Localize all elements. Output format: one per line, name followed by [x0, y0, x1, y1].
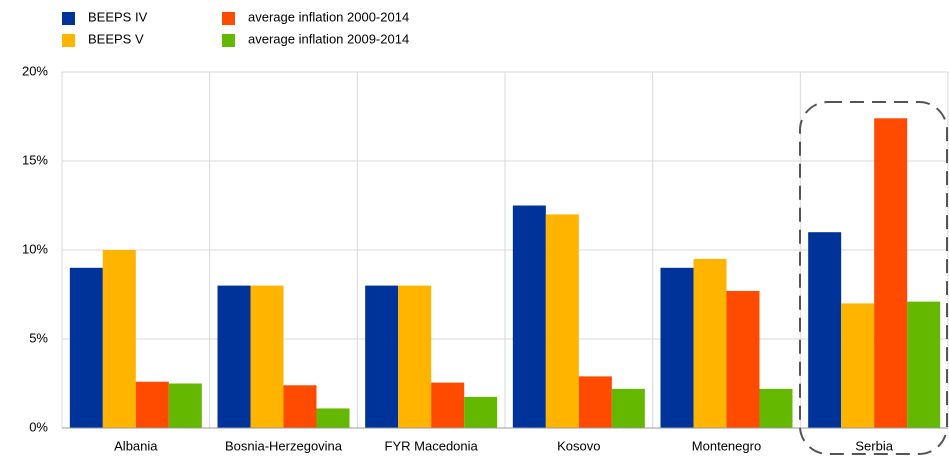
legend-label: average inflation 2009-2014: [248, 31, 409, 46]
legend-label: average inflation 2000-2014: [248, 9, 409, 24]
x-tick-label: Bosnia-Herzegovina: [225, 438, 343, 453]
bar: [69, 267, 103, 428]
x-tick-label: Albania: [114, 438, 158, 453]
legend-swatch: [222, 12, 235, 25]
bar: [250, 285, 284, 428]
legend-swatch: [62, 34, 75, 47]
bar: [759, 388, 793, 428]
bar: [316, 408, 350, 428]
bar: [726, 290, 760, 428]
x-tick-label: FYR Macedonia: [385, 438, 479, 453]
bar: [217, 285, 251, 428]
highlight-frame: [799, 101, 948, 455]
y-tick-label: 10%: [22, 241, 48, 256]
bar: [907, 301, 941, 428]
bar: [365, 285, 399, 428]
bar: [398, 285, 432, 428]
x-tick-label: Serbia: [855, 438, 893, 453]
bar: [464, 396, 498, 428]
bar: [431, 382, 465, 428]
y-tick-label: 0%: [29, 419, 48, 434]
x-tick-label: Kosovo: [557, 438, 600, 453]
legend-label: BEEPS IV: [88, 9, 148, 24]
y-tick-label: 15%: [22, 152, 48, 167]
y-tick-label: 5%: [29, 330, 48, 345]
x-tick-label: Montenegro: [692, 438, 761, 453]
bar: [660, 267, 694, 428]
bar: [102, 250, 136, 428]
bar: [168, 383, 202, 428]
bar: [693, 258, 727, 428]
legend-swatch: [62, 12, 75, 25]
bar: [611, 388, 645, 428]
bar: [874, 118, 908, 428]
bar: [283, 385, 317, 428]
bar: [545, 214, 579, 428]
bar: [512, 205, 546, 428]
legend-label: BEEPS V: [88, 31, 144, 46]
bar: [578, 376, 612, 428]
bar: [841, 303, 875, 428]
bar: [135, 381, 169, 428]
y-tick-label: 20%: [22, 63, 48, 78]
legend-swatch: [222, 34, 235, 47]
bar: [808, 232, 842, 428]
